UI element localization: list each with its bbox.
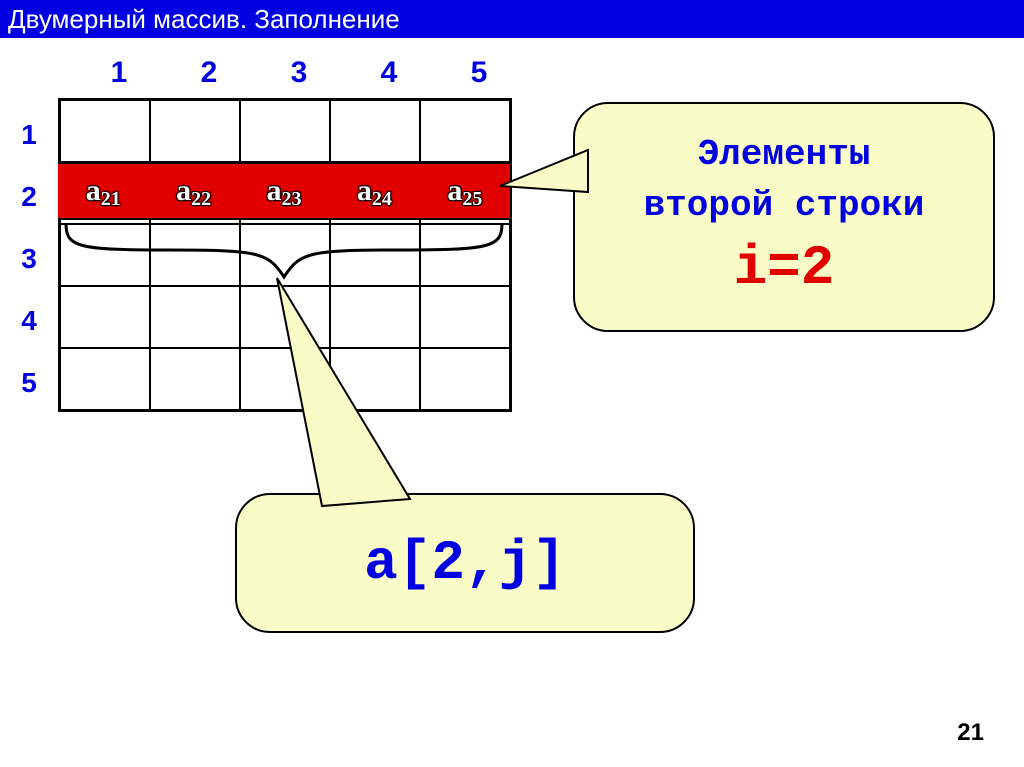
row-label: 3 — [14, 228, 44, 290]
callout-bubble: a[2,j] — [235, 493, 695, 633]
grid-cell — [420, 348, 510, 410]
row-label: 4 — [14, 290, 44, 352]
callout-tail-icon — [262, 276, 412, 511]
grid-cell — [150, 286, 240, 348]
grid-cell — [420, 100, 510, 162]
grid-cell — [60, 286, 150, 348]
callout-code-text: a[2,j] — [364, 531, 566, 595]
row-labels: 1 2 3 4 5 — [14, 104, 44, 414]
grid-cell — [150, 348, 240, 410]
grid-cell — [240, 100, 330, 162]
highlighted-cell: a23 — [239, 164, 329, 218]
callout-tail-icon — [500, 146, 590, 206]
highlighted-row: a21 a22 a23 a24 a25 — [58, 162, 510, 220]
highlighted-cell: a21 — [58, 164, 148, 218]
col-label: 2 — [164, 56, 254, 90]
callout-line: Элементы — [698, 134, 871, 175]
highlighted-cell: a25 — [420, 164, 510, 218]
grid-cell — [330, 100, 420, 162]
callout-code: i=2 — [734, 236, 835, 300]
row-label: 1 — [14, 104, 44, 166]
grid-cell — [60, 100, 150, 162]
row-label: 5 — [14, 352, 44, 414]
title-bar: Двумерный массив. Заполнение — [0, 0, 1024, 38]
column-labels: 1 2 3 4 5 — [74, 56, 524, 90]
callout-elements: Элементы второй строки i=2 — [573, 102, 995, 332]
grid-cell — [420, 286, 510, 348]
slide-title: Двумерный массив. Заполнение — [8, 4, 400, 34]
col-label: 1 — [74, 56, 164, 90]
slide-stage: 1 2 3 4 5 1 2 3 4 5 a21 a22 a23 a24 a25 … — [0, 38, 1024, 767]
col-label: 5 — [434, 56, 524, 90]
callout-code-box: a[2,j] — [235, 493, 695, 633]
grid-cell — [150, 100, 240, 162]
col-label: 3 — [254, 56, 344, 90]
highlighted-cell: a22 — [148, 164, 238, 218]
col-label: 4 — [344, 56, 434, 90]
highlighted-cell: a24 — [329, 164, 419, 218]
row-label: 2 — [14, 166, 44, 228]
callout-bubble: Элементы второй строки i=2 — [573, 102, 995, 332]
grid-cell — [60, 348, 150, 410]
callout-line: второй строки — [644, 185, 925, 226]
page-number: 21 — [957, 719, 984, 747]
curly-brace-icon — [58, 222, 510, 282]
